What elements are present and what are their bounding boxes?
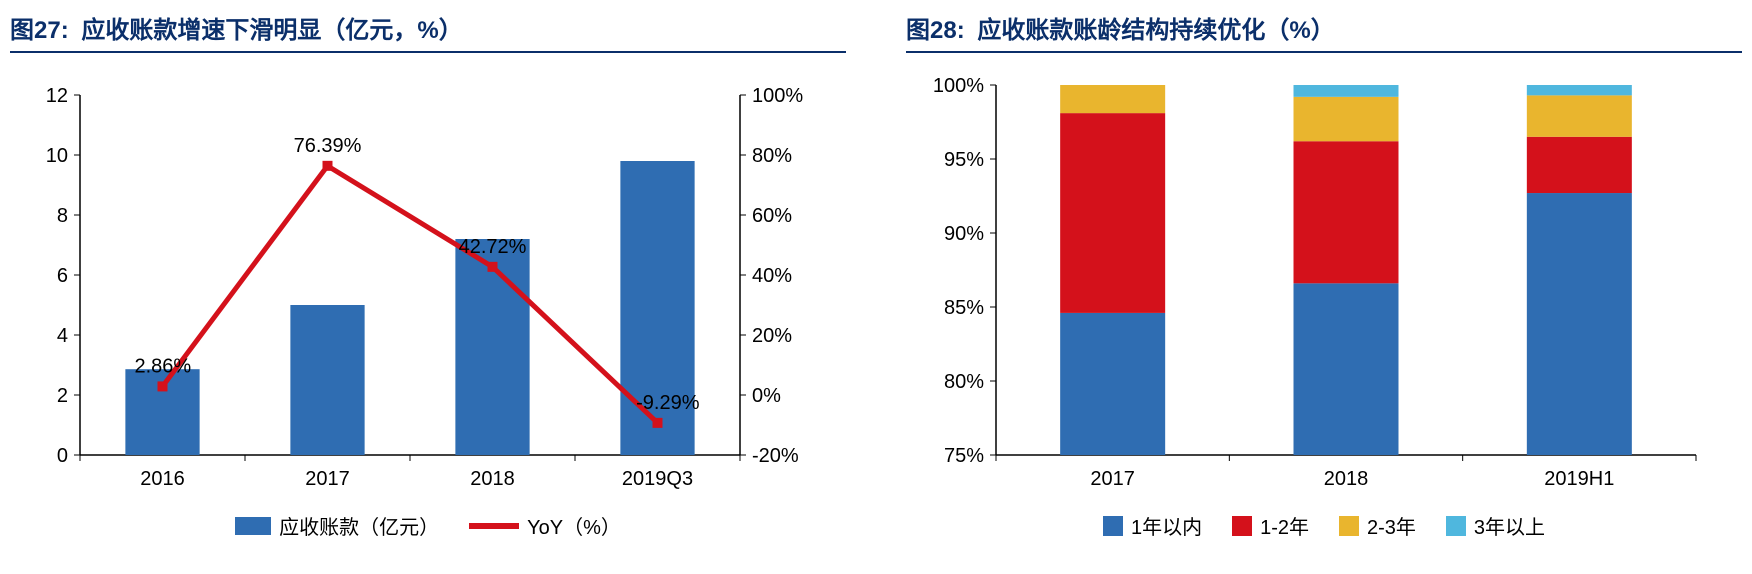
svg-text:85%: 85%: [944, 297, 984, 319]
chart-27-title: 图27: 应收账款增速下滑明显（亿元，%）: [10, 10, 846, 53]
chart-28-title: 图28: 应收账款账龄结构持续优化（%）: [906, 10, 1742, 53]
svg-text:42.72%: 42.72%: [459, 236, 527, 258]
legend-item: 3年以上: [1446, 511, 1545, 540]
legend-swatch: [1103, 516, 1123, 536]
svg-text:-9.29%: -9.29%: [636, 392, 700, 414]
svg-text:75%: 75%: [944, 445, 984, 467]
svg-text:2.86%: 2.86%: [135, 355, 192, 377]
svg-text:80%: 80%: [752, 145, 792, 167]
chart-28-text: 应收账款账龄结构持续优化（%）: [977, 17, 1334, 44]
svg-text:20%: 20%: [752, 325, 792, 347]
svg-text:95%: 95%: [944, 149, 984, 171]
svg-text:12: 12: [46, 85, 68, 107]
svg-text:76.39%: 76.39%: [294, 135, 362, 157]
svg-text:100%: 100%: [933, 75, 984, 97]
svg-text:2018: 2018: [470, 468, 515, 490]
svg-text:80%: 80%: [944, 371, 984, 393]
svg-text:60%: 60%: [752, 205, 792, 227]
legend-item: 2-3年: [1339, 511, 1416, 540]
svg-text:40%: 40%: [752, 265, 792, 287]
legend-bar-swatch: [235, 517, 271, 535]
svg-text:2016: 2016: [140, 468, 185, 490]
chart-27-label: 图27:: [10, 17, 69, 44]
svg-text:2019H1: 2019H1: [1544, 468, 1614, 490]
svg-text:8: 8: [57, 205, 68, 227]
chart-28-block: 图28: 应收账款账龄结构持续优化（%） 75% 80% 85% 90% 95% 100%…: [906, 10, 1742, 540]
legend-item: 1-2年: [1232, 511, 1309, 540]
legend-label: 1-2年: [1260, 511, 1309, 540]
svg-text:2019Q3: 2019Q3: [622, 468, 693, 490]
svg-text:2018: 2018: [1324, 468, 1369, 490]
legend-label: 1年以内: [1131, 511, 1202, 540]
svg-text:10: 10: [46, 145, 68, 167]
svg-text:-20%: -20%: [752, 445, 799, 467]
svg-text:2: 2: [57, 385, 68, 407]
legend-swatch: [1339, 516, 1359, 536]
legend-bar: 应收账款（亿元）: [235, 511, 439, 540]
chart-28-legend: 1年以内 1-2年 2-3年 3年以上: [906, 511, 1742, 540]
legend-label: 3年以上: [1474, 511, 1545, 540]
svg-text:100%: 100%: [752, 85, 803, 107]
chart-27-block: 图27: 应收账款增速下滑明显（亿元，%） 0 2 4 6 8 10 12 -20% 0% 20%…: [10, 10, 846, 540]
chart-27-legend: 应收账款（亿元） YoY（%）: [10, 511, 846, 540]
svg-text:4: 4: [57, 325, 68, 347]
svg-text:2017: 2017: [305, 468, 350, 490]
svg-text:0%: 0%: [752, 385, 781, 407]
chart-28-svg: 75% 80% 85% 90% 95% 100% 2017 2018 2019H1: [906, 65, 1726, 505]
legend-swatch: [1232, 516, 1252, 536]
legend-line: YoY（%）: [469, 511, 621, 540]
legend-line-swatch: [469, 523, 519, 529]
legend-item: 1年以内: [1103, 511, 1202, 540]
legend-bar-label: 应收账款（亿元）: [279, 511, 439, 540]
svg-text:2017: 2017: [1090, 468, 1135, 490]
legend-swatch: [1446, 516, 1466, 536]
chart-27-text: 应收账款增速下滑明显（亿元，%）: [81, 17, 462, 44]
legend-line-label: YoY（%）: [527, 511, 621, 540]
chart-27-svg: 0 2 4 6 8 10 12 -20% 0% 20% 40% 60% 80% 100% 2016 2017 2…: [10, 65, 830, 505]
chart-28-label: 图28:: [906, 17, 965, 44]
svg-text:6: 6: [57, 265, 68, 287]
svg-text:90%: 90%: [944, 223, 984, 245]
legend-label: 2-3年: [1367, 511, 1416, 540]
svg-text:0: 0: [57, 445, 68, 467]
